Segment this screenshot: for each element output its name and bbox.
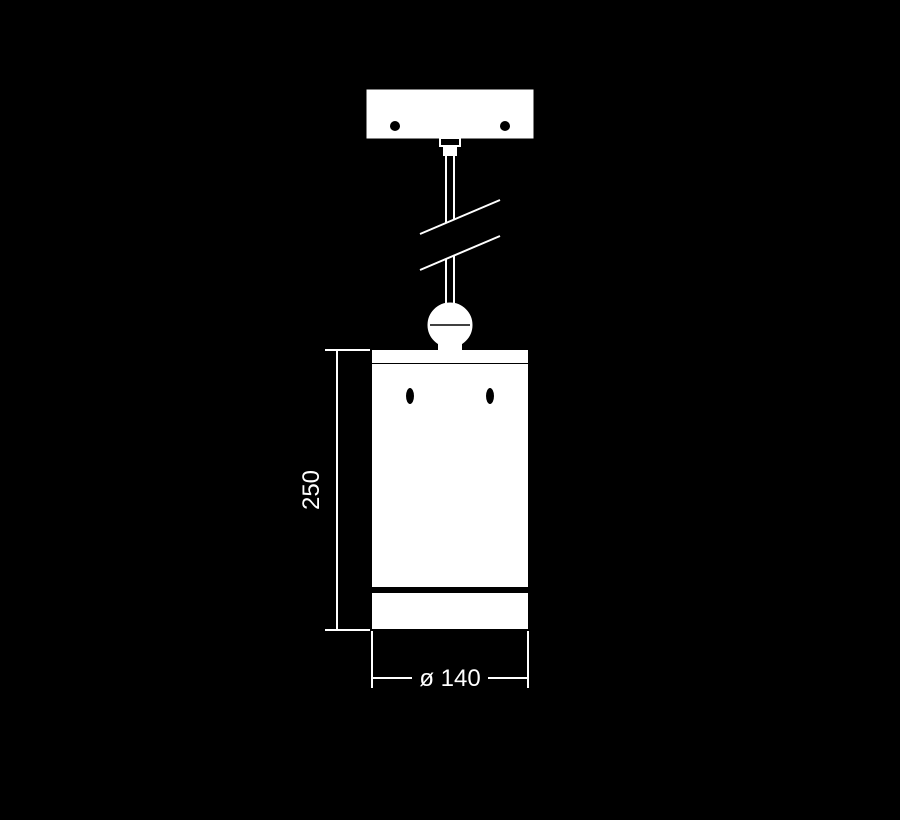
cable-break-gap (420, 200, 500, 270)
dim-diameter-label: ø 140 (419, 665, 480, 692)
cable-grip-top (440, 138, 460, 146)
cable-grip-collar (443, 146, 457, 156)
canopy-hole-left (391, 122, 399, 130)
body-top-edge (372, 350, 528, 354)
technical-drawing: 250 ø 140 (0, 0, 900, 820)
canopy (367, 90, 533, 138)
body-vent-right (486, 388, 494, 404)
dim-height-label: 250 (298, 470, 325, 510)
ball-neck (438, 343, 462, 351)
body-gap (372, 587, 528, 593)
body-main (372, 364, 528, 587)
body-vent-left (406, 388, 414, 404)
body-top-band (372, 354, 528, 364)
body-bottom-band (372, 593, 528, 629)
canopy-hole-right (501, 122, 509, 130)
